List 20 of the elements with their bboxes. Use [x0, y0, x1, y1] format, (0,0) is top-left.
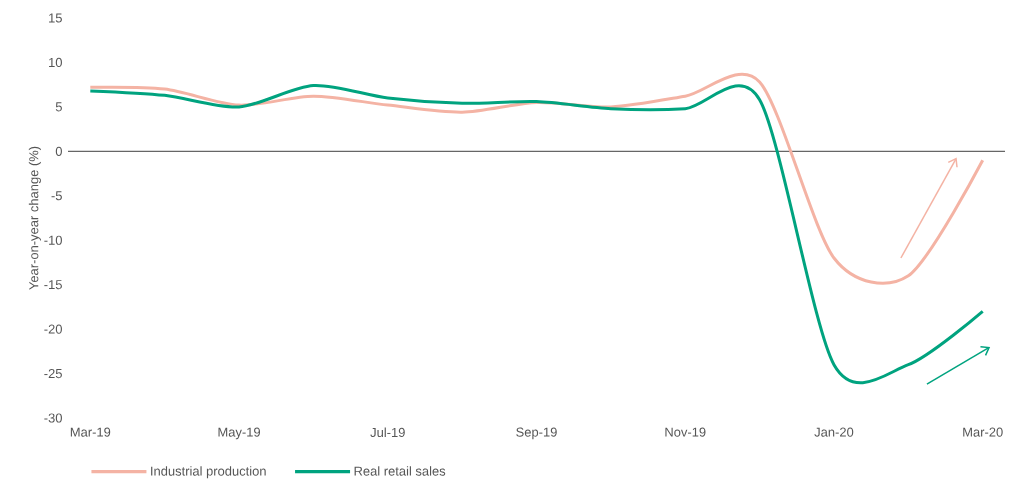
y-tick-label: -20	[44, 324, 62, 334]
y-tick-label: -25	[44, 368, 62, 379]
y-tick-label: -30	[44, 413, 62, 423]
y-axis-title: Year-on-year change (%)	[28, 146, 41, 290]
x-tick-label: Jan-20	[814, 427, 854, 437]
y-tick-label: 15	[49, 13, 62, 23]
legend-label: Industrial production	[151, 466, 266, 479]
y-tick-label: 5	[55, 102, 62, 112]
y-tick-label: -15	[44, 280, 62, 290]
y-tick-label: 10	[49, 57, 62, 68]
x-tick-label: Sep-19	[516, 427, 557, 440]
y-tick-label: -10	[44, 235, 62, 245]
x-tick-label: Jul-19	[370, 427, 405, 438]
x-tick-label: May-19	[218, 427, 261, 440]
x-tick-label: Mar-19	[70, 427, 111, 437]
x-tick-label: Mar-20	[963, 427, 1003, 437]
y-tick-label: 0	[55, 146, 62, 156]
y-tick-label: -5	[51, 191, 62, 201]
x-tick-label: Nov-19	[665, 427, 706, 437]
legend-label: Real retail sales	[354, 466, 446, 476]
